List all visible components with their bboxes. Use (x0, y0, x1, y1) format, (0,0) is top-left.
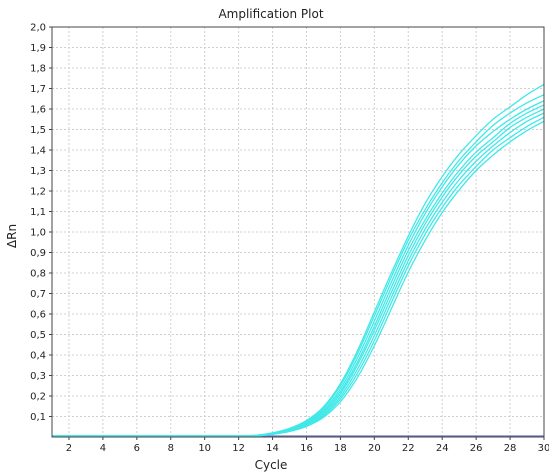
tick-layer: 0,1 0,2 0,3 0,4 0,5 0,6 0,7 0,8 0,9 1,0 1,1 1,2 1,3 1… (30, 23, 549, 455)
x-tick-label: 8 (168, 443, 174, 454)
y-tick-label: 1,6 (30, 105, 46, 116)
x-axis-title: Cycle (255, 458, 288, 472)
x-tick-label: 14 (266, 443, 279, 454)
y-tick-label: 1,1 (30, 207, 46, 218)
y-tick-label: 0,5 (30, 330, 46, 341)
y-tick-label: 1,9 (30, 43, 46, 54)
grid-layer (52, 26, 545, 437)
x-tick-label: 30 (538, 443, 549, 454)
y-tick-label: 1,2 (30, 187, 46, 198)
x-tick-label: 10 (198, 443, 211, 454)
x-tick-label: 16 (300, 443, 313, 454)
x-tick-label: 12 (232, 443, 245, 454)
x-tick-label: 6 (134, 443, 140, 454)
x-tick-label: 26 (470, 443, 483, 454)
y-tick-label: 0,1 (30, 412, 46, 423)
y-tick-label: 1,3 (30, 166, 46, 177)
y-tick-label: 0,3 (30, 371, 46, 382)
y-tick-label: 0,4 (30, 351, 46, 362)
x-tick-label: 2 (66, 443, 72, 454)
x-tick-label: 22 (402, 443, 415, 454)
y-axis-title: ΔRn (5, 224, 19, 248)
series-layer (52, 83, 545, 437)
y-tick-label: 0,8 (30, 269, 46, 280)
y-tick-label: 1,7 (30, 84, 46, 95)
y-tick-label: 1,5 (30, 125, 46, 136)
y-tick-label: 1,0 (30, 228, 46, 239)
plot-frame (51, 26, 545, 438)
y-tick-label: 0,6 (30, 310, 46, 321)
x-tick-label: 4 (100, 443, 106, 454)
x-tick-label: 24 (436, 443, 449, 454)
chart-title: Amplification Plot (218, 7, 323, 21)
y-tick-label: 0,2 (30, 392, 46, 403)
y-tick-label: 2,0 (30, 23, 46, 34)
x-tick-label: 28 (504, 443, 517, 454)
y-tick-label: 1,4 (30, 146, 46, 157)
amplification-curve-8 (52, 120, 545, 437)
y-tick-label: 0,9 (30, 248, 46, 259)
y-tick-label: 0,7 (30, 289, 46, 300)
y-tick-label: 1,8 (30, 64, 46, 75)
x-tick-label: 20 (368, 443, 381, 454)
x-tick-label: 18 (334, 443, 347, 454)
